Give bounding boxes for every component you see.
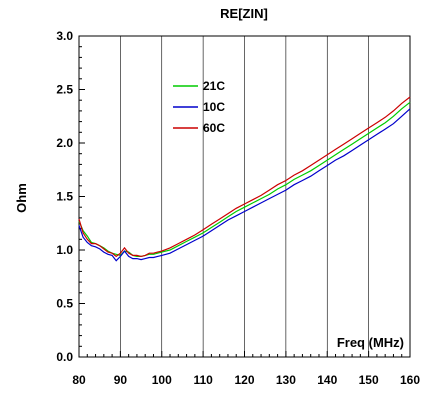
plot-frame [78,35,411,358]
x-tick-label-90: 90 [114,373,128,387]
legend-label-21C: 21C [203,79,225,93]
x-tick-label-130: 130 [276,373,296,387]
series-line-10C [78,108,411,262]
x-tick-label-150: 150 [359,373,379,387]
series-line-60C [78,96,411,258]
y-tick-label: 2.5 [56,83,73,97]
y-axis-label: Ohm [14,183,29,213]
y-tick-label: 1.5 [56,190,73,204]
y-tick-label: 0.5 [56,297,73,311]
legend-label-10C: 10C [203,100,225,114]
y-tick-label: 3.0 [56,29,73,43]
x-tick-label-160: 160 [400,373,420,387]
plot-area: 80 90 100 110 120 130 140 150 160 0.0 0.5 1.0 1.5 2.0… [56,29,420,387]
x-axis-label: Freq (MHz) [337,335,404,350]
y-tick-label: 0.0 [56,350,73,364]
x-tick-label-80: 80 [72,373,86,387]
chart-title: RE[ZIN] [220,6,268,21]
y-tick-label: 1.0 [56,243,73,257]
x-tick-label-120: 120 [234,373,254,387]
x-tick-label-110: 110 [193,373,213,387]
y-tick-label: 2.0 [56,136,73,150]
x-tick-label-100: 100 [152,373,172,387]
x-tick-label-140: 140 [317,373,337,387]
legend-label-60C: 60C [203,121,225,135]
